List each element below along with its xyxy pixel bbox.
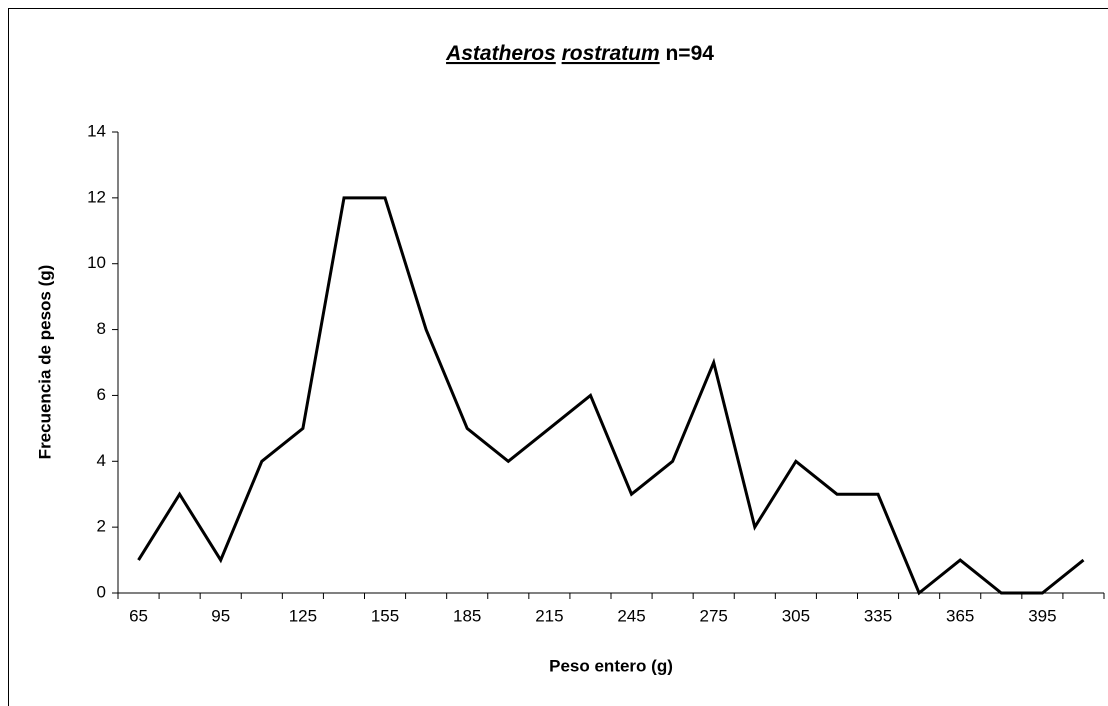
chart-title: Astatheros rostratum n=94: [445, 42, 714, 65]
title-count: n=94: [665, 42, 714, 65]
y-tick-label: 10: [87, 253, 106, 272]
x-axis-label: Peso entero (g): [549, 656, 673, 675]
y-tick-label: 14: [87, 121, 106, 140]
x-tick-label: 395: [1028, 606, 1056, 625]
x-tick-label: 215: [535, 606, 563, 625]
x-tick-label: 185: [453, 606, 481, 625]
x-tick-label: 155: [371, 606, 399, 625]
y-tick-label: 6: [97, 385, 106, 404]
x-tick-label: 245: [617, 606, 645, 625]
y-tick-label: 12: [87, 187, 106, 206]
title-genus: Astatheros: [445, 42, 556, 65]
y-tick-label: 8: [97, 319, 106, 338]
title-species: rostratum: [562, 42, 660, 65]
y-tick-label: 4: [97, 451, 106, 470]
y-tick-label: 0: [97, 582, 106, 601]
x-tick-label: 65: [129, 606, 148, 625]
x-tick-label: 275: [700, 606, 728, 625]
x-tick-label: 125: [289, 606, 317, 625]
data-line: [137, 196, 1085, 596]
x-tick-label: 335: [864, 606, 892, 625]
x-tick-label: 365: [946, 606, 974, 625]
x-tick-label: 95: [211, 606, 230, 625]
y-axis-label: Frecuencia de pesos (g): [35, 265, 54, 460]
y-tick-label: 2: [97, 517, 106, 536]
x-tick-label: 305: [782, 606, 810, 625]
chart-frame: [8, 8, 1108, 706]
